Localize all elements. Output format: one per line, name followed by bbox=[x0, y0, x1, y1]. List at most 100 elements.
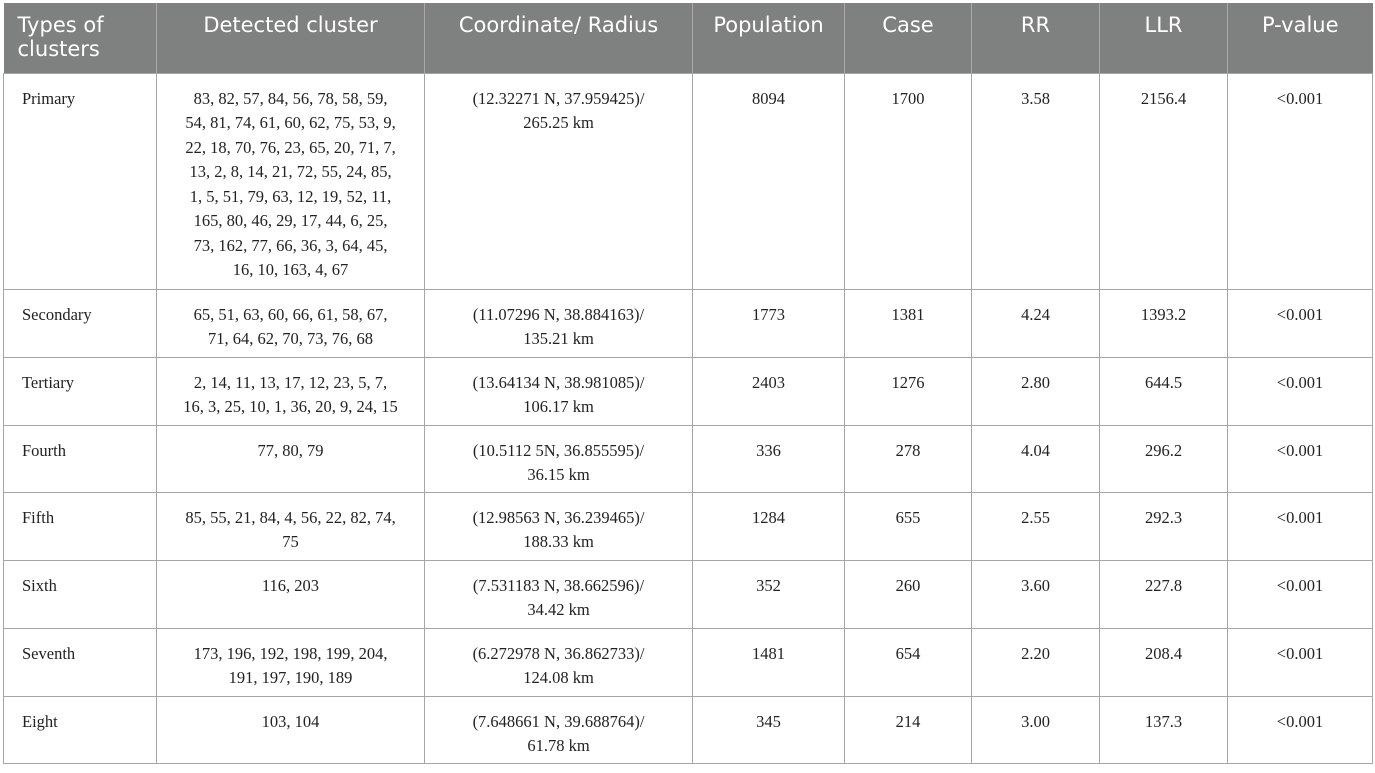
header-label: P-value bbox=[1261, 13, 1339, 37]
p-value-cell: <0.001 bbox=[1227, 627, 1373, 697]
llr-cell: 227.8 bbox=[1099, 559, 1228, 629]
coordinate-text: (7.648661 N, 39.688764)/ bbox=[472, 711, 645, 731]
header-case: Case bbox=[844, 3, 972, 73]
population-cell: 352 bbox=[692, 559, 845, 629]
detected-cluster-cell: 173, 196, 192, 198, 199, 204, 191, 197, 1… bbox=[156, 627, 425, 697]
radius-text: 265.25 km bbox=[523, 113, 594, 132]
llr-cell: 296.2 bbox=[1099, 424, 1228, 493]
case-cell: 655 bbox=[844, 491, 972, 561]
table-row: Primary 83, 82, 57, 84, 56, 78, 58, 59, 54… bbox=[3, 72, 1373, 290]
case-cell: 654 bbox=[844, 627, 972, 697]
rr-cell: 2.55 bbox=[971, 491, 1100, 561]
cluster-type-cell: Eight bbox=[3, 695, 157, 764]
rr-cell: 3.58 bbox=[971, 72, 1100, 290]
rr-cell: 3.00 bbox=[971, 695, 1100, 764]
cluster-line: 22, 18, 70, 76, 23, 65, 20, 71, 7, bbox=[185, 137, 396, 157]
case-cell: 278 bbox=[844, 424, 972, 493]
population-cell: 1284 bbox=[692, 491, 845, 561]
detected-cluster-cell: 2, 14, 11, 13, 17, 12, 23, 5, 7, 16, 3, 2… bbox=[156, 356, 425, 426]
cluster-table: Types of clusters Detected cluster Coordina… bbox=[3, 3, 1373, 764]
table-row: Secondary 65, 51, 63, 60, 66, 61, 58, 67,… bbox=[3, 288, 1373, 358]
rr-cell: 2.80 bbox=[971, 356, 1100, 426]
coordinate-text: (10.5112 5N, 36.855595)/ bbox=[472, 440, 645, 460]
rr-cell: 4.24 bbox=[971, 288, 1100, 358]
header-population: Population bbox=[692, 3, 845, 73]
llr-cell: 137.3 bbox=[1099, 695, 1228, 764]
detected-cluster-cell: 83, 82, 57, 84, 56, 78, 58, 59, 54, 81, 7… bbox=[156, 72, 425, 290]
table-body: Primary 83, 82, 57, 84, 56, 78, 58, 59, 54… bbox=[3, 72, 1373, 764]
radius-text: 188.33 km bbox=[523, 532, 594, 551]
coordinate-text: (12.32271 N, 37.959425)/ bbox=[472, 88, 645, 108]
table-row: Tertiary 2, 14, 11, 13, 17, 12, 23, 5, 7,… bbox=[3, 356, 1373, 426]
p-value-cell: <0.001 bbox=[1227, 288, 1373, 358]
population-cell: 2403 bbox=[692, 356, 845, 426]
cluster-line: 191, 197, 190, 189 bbox=[228, 668, 353, 687]
llr-cell: 2156.4 bbox=[1099, 72, 1228, 290]
header-label: Types of bbox=[17, 13, 104, 37]
population-cell: 1773 bbox=[692, 288, 845, 358]
population-cell: 8094 bbox=[692, 72, 845, 290]
cluster-type-cell: Secondary bbox=[3, 288, 157, 358]
cluster-line: 16, 10, 163, 4, 67 bbox=[232, 260, 349, 279]
coordinate-radius-cell: (7.531183 N, 38.662596)/ 34.42 km bbox=[424, 559, 693, 629]
cluster-type-cell: Tertiary bbox=[3, 356, 157, 426]
radius-text: 124.08 km bbox=[523, 668, 594, 687]
population-cell: 1481 bbox=[692, 627, 845, 697]
cluster-type-cell: Fourth bbox=[3, 424, 157, 493]
header-coordinate-radius: Coordinate/ Radius bbox=[424, 3, 693, 73]
rr-cell: 3.60 bbox=[971, 559, 1100, 629]
p-value-cell: <0.001 bbox=[1227, 356, 1373, 426]
cluster-line: 71, 64, 62, 70, 73, 76, 68 bbox=[208, 329, 373, 348]
header-label: Coordinate/ Radius bbox=[458, 13, 659, 37]
cluster-type-cell: Seventh bbox=[3, 627, 157, 697]
detected-cluster-cell: 85, 55, 21, 84, 4, 56, 22, 82, 74, 75 bbox=[156, 491, 425, 561]
cluster-line: 13, 2, 8, 14, 21, 72, 55, 24, 85, bbox=[189, 162, 392, 181]
rr-cell: 4.04 bbox=[971, 424, 1100, 493]
coordinate-radius-cell: (7.648661 N, 39.688764)/ 61.78 km bbox=[424, 695, 693, 764]
radius-text: 36.15 km bbox=[527, 465, 590, 484]
llr-cell: 208.4 bbox=[1099, 627, 1228, 697]
cluster-type-cell: Sixth bbox=[3, 559, 157, 629]
radius-text: 135.21 km bbox=[523, 329, 594, 348]
header-label: clusters bbox=[17, 37, 100, 61]
header-label: Population bbox=[713, 13, 824, 37]
coordinate-radius-cell: (6.272978 N, 36.862733)/ 124.08 km bbox=[424, 627, 693, 697]
coordinate-radius-cell: (13.64134 N, 38.981085)/ 106.17 km bbox=[424, 356, 693, 426]
p-value-cell: <0.001 bbox=[1227, 695, 1373, 764]
cluster-line: 2, 14, 11, 13, 17, 12, 23, 5, 7, bbox=[193, 372, 388, 392]
cluster-line: 165, 80, 46, 29, 17, 44, 6, 25, bbox=[193, 211, 388, 230]
coordinate-radius-cell: (10.5112 5N, 36.855595)/ 36.15 km bbox=[424, 424, 693, 493]
coordinate-radius-cell: (11.07296 N, 38.884163)/ 135.21 km bbox=[424, 288, 693, 358]
cluster-line: 85, 55, 21, 84, 4, 56, 22, 82, 74, bbox=[185, 507, 396, 527]
table-row: Sixth 116, 203 (7.531183 N, 38.662596)/ 34.… bbox=[3, 559, 1373, 629]
cluster-line: 116, 203 bbox=[261, 575, 320, 595]
case-cell: 1276 bbox=[844, 356, 972, 426]
cluster-type-cell: Primary bbox=[3, 72, 157, 290]
cluster-line: 75 bbox=[282, 532, 299, 551]
llr-cell: 644.5 bbox=[1099, 356, 1228, 426]
p-value-cell: <0.001 bbox=[1227, 559, 1373, 629]
header-label: Detected cluster bbox=[203, 13, 378, 37]
cluster-line: 16, 3, 25, 10, 1, 36, 20, 9, 24, 15 bbox=[183, 397, 398, 416]
radius-text: 61.78 km bbox=[527, 736, 590, 755]
p-value-cell: <0.001 bbox=[1227, 72, 1373, 290]
radius-text: 34.42 km bbox=[527, 600, 590, 619]
case-cell: 1700 bbox=[844, 72, 972, 290]
detected-cluster-cell: 103, 104 bbox=[156, 695, 425, 764]
cluster-type-cell: Fifth bbox=[3, 491, 157, 561]
llr-cell: 292.3 bbox=[1099, 491, 1228, 561]
p-value-cell: <0.001 bbox=[1227, 491, 1373, 561]
detected-cluster-cell: 77, 80, 79 bbox=[156, 424, 425, 493]
cluster-line: 65, 51, 63, 60, 66, 61, 58, 67, bbox=[193, 304, 388, 324]
coordinate-text: (12.98563 N, 36.239465)/ bbox=[472, 507, 645, 527]
header-row: Types of clusters Detected cluster Coordina… bbox=[3, 3, 1373, 73]
header-detected-cluster: Detected cluster bbox=[156, 3, 425, 73]
case-cell: 214 bbox=[844, 695, 972, 764]
rr-cell: 2.20 bbox=[971, 627, 1100, 697]
cluster-line: 83, 82, 57, 84, 56, 78, 58, 59, bbox=[193, 88, 388, 108]
cluster-line: 73, 162, 77, 66, 36, 3, 64, 45, bbox=[193, 235, 388, 255]
coordinate-radius-cell: (12.32271 N, 37.959425)/ 265.25 km bbox=[424, 72, 693, 290]
header-p-value: P-value bbox=[1227, 3, 1373, 73]
table-header: Types of clusters Detected cluster Coordina… bbox=[3, 3, 1373, 73]
table-row: Seventh 173, 196, 192, 198, 199, 204, 191,… bbox=[3, 627, 1373, 697]
